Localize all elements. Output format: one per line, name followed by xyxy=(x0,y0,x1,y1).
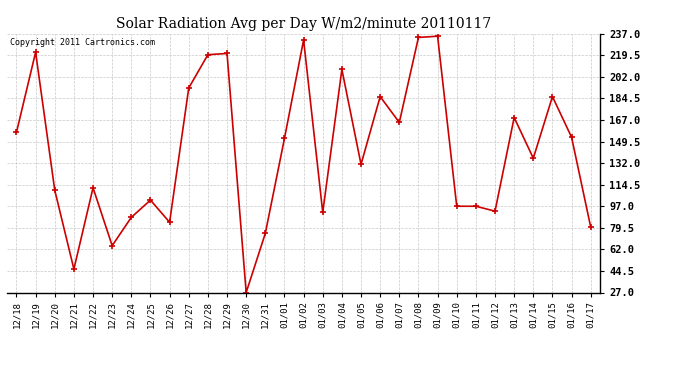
Title: Solar Radiation Avg per Day W/m2/minute 20110117: Solar Radiation Avg per Day W/m2/minute … xyxy=(116,17,491,31)
Text: Copyright 2011 Cartronics.com: Copyright 2011 Cartronics.com xyxy=(10,38,155,46)
